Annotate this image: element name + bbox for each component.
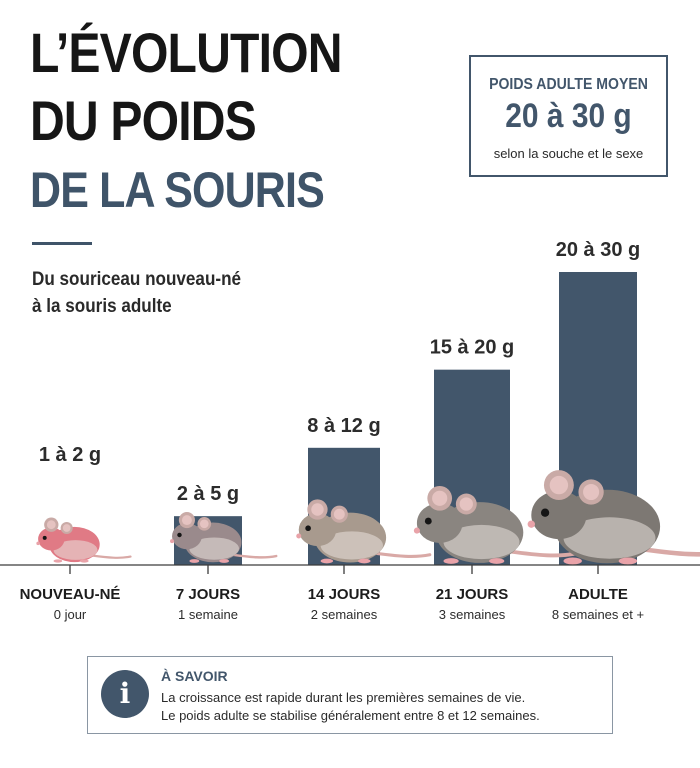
- adult-weight-title: POIDS ADULTE MOYEN: [489, 76, 648, 93]
- value-label: 20 à 30 g: [556, 239, 641, 261]
- adult-weight-value: 20 à 30 g: [505, 97, 632, 135]
- mouse-illustration: [36, 517, 132, 563]
- category-label: 7 JOURS: [176, 586, 240, 603]
- axis-layer: [0, 564, 700, 574]
- mouse-illustration: [527, 470, 700, 565]
- value-label: 1 à 2 g: [39, 444, 101, 466]
- category-label: NOUVEAU-NÉ: [20, 586, 121, 603]
- fact-title: À SAVOIR: [161, 668, 228, 684]
- adult-weight-note: selon la souche et le sexe: [493, 146, 644, 161]
- fact-box: i À SAVOIR La croissance est rapide dura…: [87, 656, 613, 734]
- info-icon: i: [101, 670, 149, 718]
- category-sublabel: 1 semaine: [178, 607, 238, 622]
- value-label: 2 à 5 g: [177, 483, 239, 505]
- mouse-illustration: [413, 485, 579, 564]
- title-line-2: DU POIDS: [30, 89, 257, 152]
- category-sublabel: 2 semaines: [311, 607, 378, 622]
- mouse-illustration: [170, 512, 278, 563]
- fact-line-2: Le poids adulte se stabilise généralemen…: [161, 708, 540, 723]
- category-label: 21 JOURS: [436, 586, 509, 603]
- category-sublabel: 3 semaines: [439, 607, 506, 622]
- subtitle-line-2: à la souris adulte: [32, 296, 172, 317]
- category-sublabel: 0 jour: [54, 607, 87, 622]
- subtitle: Du souriceau nouveau-né à la souris adul…: [32, 266, 241, 320]
- subtitle-line-1: Du souriceau nouveau-né: [32, 269, 242, 290]
- mouse-illustration: [296, 499, 432, 564]
- value-label: 15 à 20 g: [430, 337, 515, 359]
- category-label: ADULTE: [568, 586, 628, 603]
- labels-layer: 1 à 2 g NOUVEAU-NÉ 0 jour 2 à 5 g 7 JOURS 1 s…: [20, 239, 644, 622]
- weight-bar-chart: 1 à 2 g NOUVEAU-NÉ 0 jour 2 à 5 g 7 JOURS 1 s…: [0, 239, 700, 622]
- value-label: 8 à 12 g: [307, 415, 380, 437]
- category-sublabel: 8 semaines et +: [552, 607, 644, 622]
- adult-weight-box: POIDS ADULTE MOYEN 20 à 30 g selon la so…: [469, 55, 668, 177]
- category-label: 14 JOURS: [308, 586, 381, 603]
- title-divider: [32, 242, 92, 245]
- mice-layer: [36, 470, 700, 565]
- title-line-1: L’ÉVOLUTION: [30, 21, 342, 84]
- fact-line-1: La croissance est rapide durant les prem…: [161, 690, 526, 705]
- title-line-3: DE LA SOURIS: [30, 162, 325, 218]
